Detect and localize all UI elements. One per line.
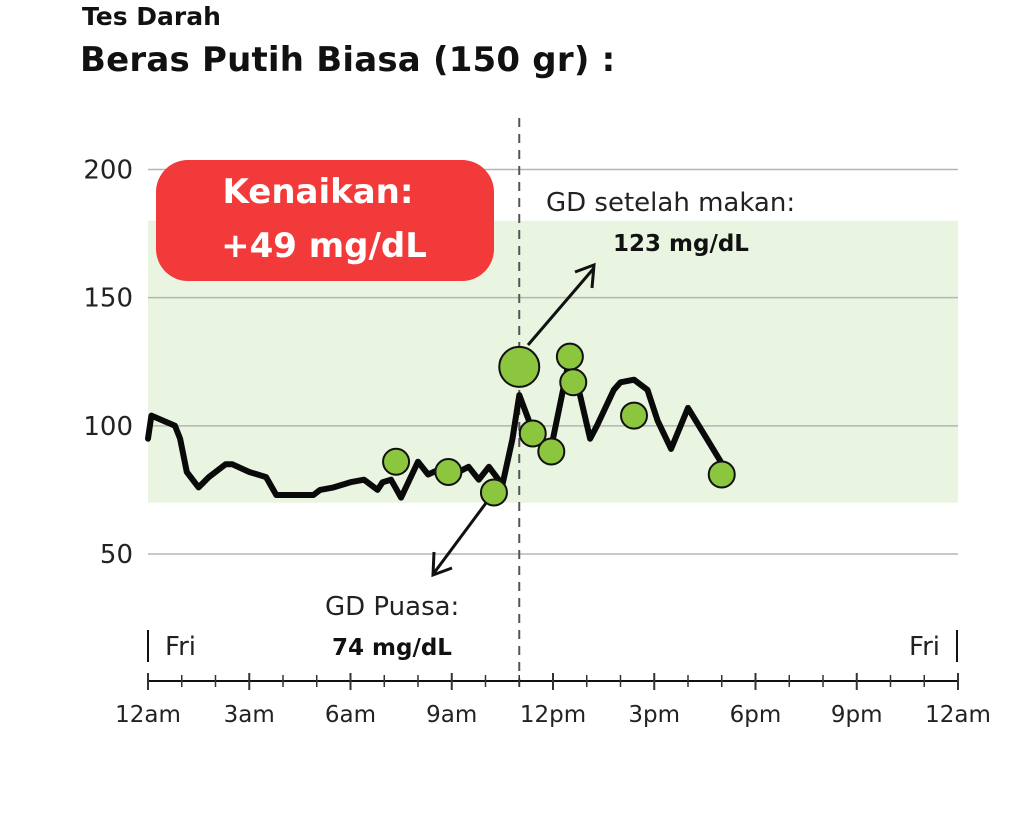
day-label-start: Fri xyxy=(165,632,196,662)
x-tick-label: 12pm xyxy=(520,702,586,728)
y-tick-label: 50 xyxy=(100,540,133,570)
data-marker xyxy=(707,460,736,489)
data-marker xyxy=(518,419,547,448)
x-tick-label: 6am xyxy=(325,702,376,728)
chart-supertitle: Tes Darah xyxy=(82,2,221,31)
post-meal-label: GD setelah makan: xyxy=(546,188,795,218)
data-marker xyxy=(620,401,648,430)
day-label-end: Fri xyxy=(909,632,940,662)
data-marker xyxy=(537,437,566,466)
x-tick-label: 9pm xyxy=(831,702,883,728)
data-marker xyxy=(555,342,584,371)
post-meal-arrow xyxy=(526,262,596,346)
x-axis: 12am 3am 6am 9am 12pm 3pm 6pm 9pm 12am xyxy=(115,673,991,728)
y-tick-label: 100 xyxy=(83,412,133,442)
glucose-series xyxy=(145,353,732,501)
x-tick-label: 6pm xyxy=(730,702,782,728)
fasting-arrow xyxy=(431,502,488,578)
glucose-line xyxy=(145,353,732,501)
peak-marker xyxy=(498,345,541,388)
x-tick-label: 3am xyxy=(224,702,275,728)
chart-title: Beras Putih Biasa (150 gr) : xyxy=(80,40,616,80)
data-marker xyxy=(559,368,588,397)
rise-badge-value: +49 mg/dL xyxy=(221,226,427,266)
y-tick-label: 200 xyxy=(83,156,133,186)
fasting-label: GD Puasa: xyxy=(325,592,459,622)
y-tick-label: 150 xyxy=(83,284,133,314)
x-tick-label: 9am xyxy=(426,702,477,728)
post-meal-value: 123 mg/dL xyxy=(613,231,749,257)
x-tick-label: 12am xyxy=(925,702,991,728)
x-tick-label: 3pm xyxy=(628,702,680,728)
rise-badge xyxy=(156,160,494,281)
fasting-value: 74 mg/dL xyxy=(332,635,452,661)
glucose-markers xyxy=(382,342,736,507)
data-marker xyxy=(479,478,508,507)
rise-badge-label: Kenaikan: xyxy=(223,172,414,212)
data-marker xyxy=(434,457,463,486)
data-marker xyxy=(382,447,411,476)
y-axis-labels: 50 100 150 200 xyxy=(83,156,133,570)
x-tick-label: 12am xyxy=(115,702,181,728)
